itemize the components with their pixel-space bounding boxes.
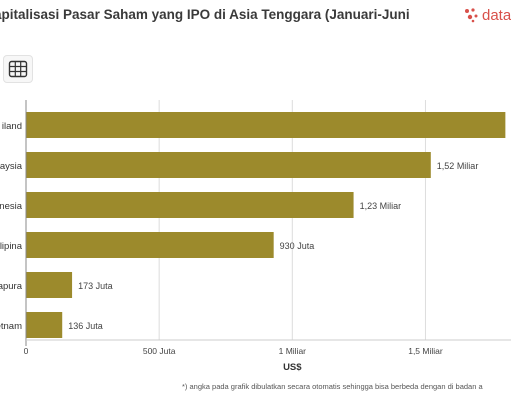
bar-3: [26, 232, 274, 258]
chart-title-line1: apitalisasi Pasar Saham yang IPO di Asia…: [0, 7, 410, 22]
table-view-button[interactable]: [3, 55, 33, 83]
category-label-4: apura: [0, 281, 23, 292]
table-grid-icon: [8, 60, 28, 78]
category-label-0: iland: [2, 121, 22, 132]
category-label-3: lipina: [0, 241, 23, 252]
x-axis-title: US$: [283, 362, 302, 373]
x-tick-label-0: 0: [24, 346, 29, 356]
data-label-5: 136 Juta: [68, 321, 103, 331]
data-label-4: 173 Juta: [78, 281, 113, 291]
x-tick-label-2: 1 Miliar: [279, 346, 307, 356]
category-label-5: etnam: [0, 321, 22, 332]
bar-2: [26, 192, 354, 218]
bar-1: [26, 152, 431, 178]
chart-title: apitalisasi Pasar Saham yang IPO di Asia…: [0, 6, 414, 24]
data-label-1: 1,52 Miliar: [437, 161, 479, 171]
databoks-logo[interactable]: data: [464, 6, 511, 24]
footnote: *) angka pada grafik dibulatkan secara o…: [182, 382, 483, 391]
bar-0: [26, 112, 506, 138]
x-tick-label-3: 1,5 Miliar: [408, 346, 443, 356]
category-label-2: onesia: [0, 201, 23, 212]
data-label-3: 930 Juta: [280, 241, 315, 251]
data-label-2: 1,23 Miliar: [360, 201, 402, 211]
logo-mark-icon: [465, 8, 478, 23]
category-label-1: laysia: [0, 161, 23, 172]
x-tick-label-1: 500 Juta: [143, 346, 176, 356]
bar-4: [26, 272, 73, 298]
bar-5: [26, 312, 63, 338]
logo-text: data: [482, 6, 511, 24]
bar-chart: iland1,8 Mlaysia1,52 Miliaronesia1,23 Mi…: [0, 100, 511, 373]
